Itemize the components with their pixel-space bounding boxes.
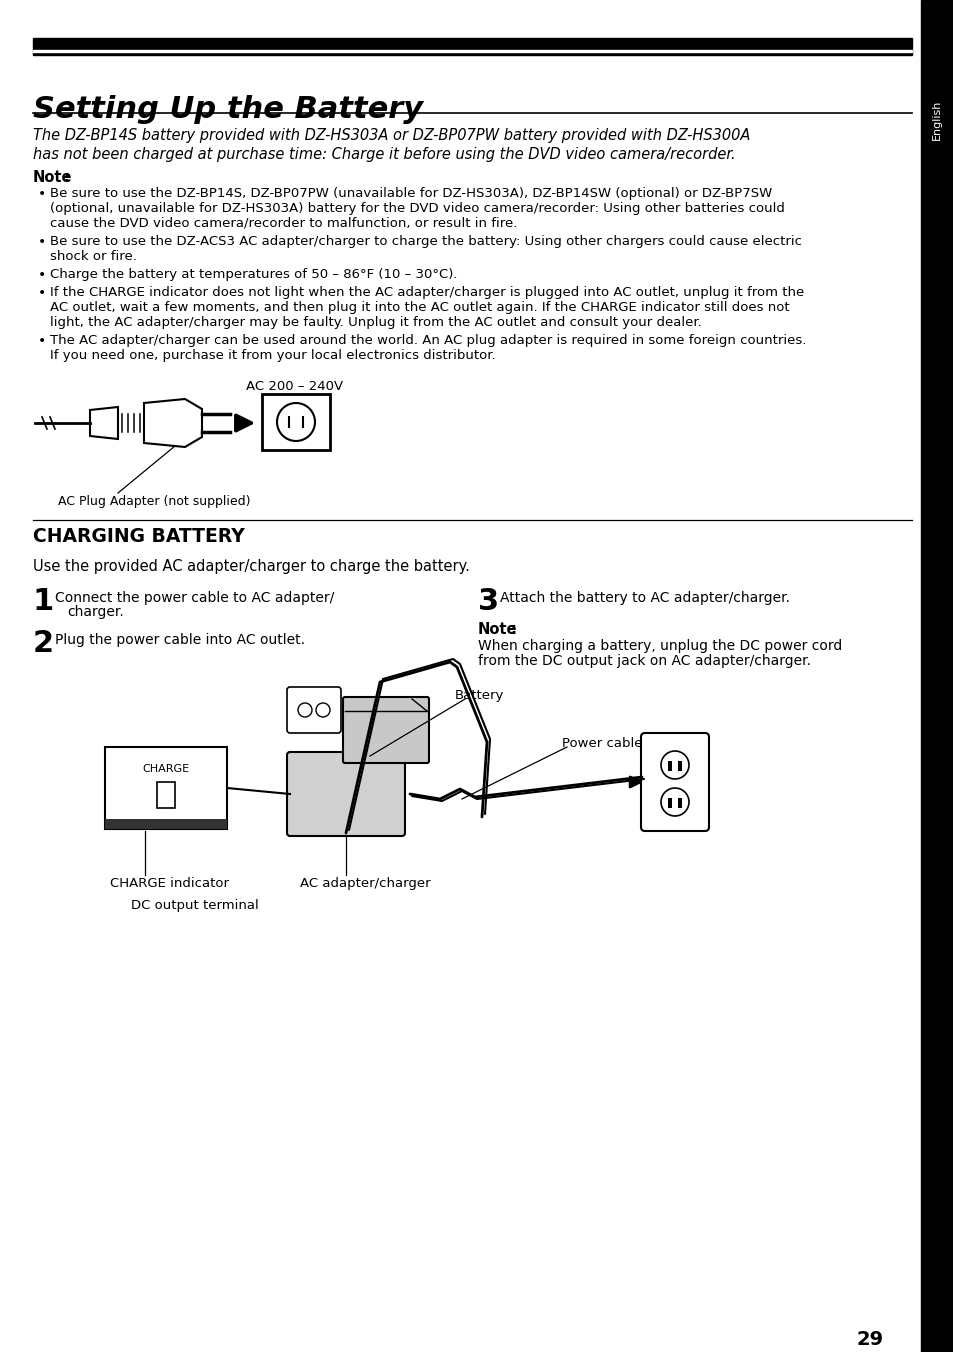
Text: from the DC output jack on AC adapter/charger.: from the DC output jack on AC adapter/ch… — [477, 654, 810, 668]
Text: CHARGING BATTERY: CHARGING BATTERY — [33, 527, 245, 546]
FancyBboxPatch shape — [343, 698, 429, 763]
Text: Use the provided AC adapter/charger to charge the battery.: Use the provided AC adapter/charger to c… — [33, 558, 470, 575]
Text: AC outlet, wait a few moments, and then plug it into the AC outlet again. If the: AC outlet, wait a few moments, and then … — [50, 301, 789, 314]
Bar — [33, 50, 911, 51]
Text: 29: 29 — [856, 1330, 882, 1349]
Text: CHARGE: CHARGE — [142, 764, 190, 773]
Text: Charge the battery at temperatures of 50 – 86°F (10 – 30°C).: Charge the battery at temperatures of 50… — [50, 268, 457, 281]
Text: shock or fire.: shock or fire. — [50, 250, 136, 264]
Text: 3: 3 — [477, 587, 498, 617]
Text: charger.: charger. — [67, 604, 124, 619]
Text: 2: 2 — [33, 629, 54, 658]
Bar — [105, 748, 227, 829]
Text: 1: 1 — [33, 587, 54, 617]
Text: cause the DVD video camera/recorder to malfunction, or result in fire.: cause the DVD video camera/recorder to m… — [50, 218, 517, 230]
Text: •: • — [38, 187, 46, 201]
Bar — [667, 798, 671, 808]
Text: AC adapter/charger: AC adapter/charger — [299, 877, 430, 890]
Text: •: • — [38, 235, 46, 249]
FancyBboxPatch shape — [287, 687, 340, 733]
Text: Attach the battery to AC adapter/charger.: Attach the battery to AC adapter/charger… — [499, 591, 789, 604]
Text: (optional, unavailable for DZ-HS303A) battery for the DVD video camera/recorder:: (optional, unavailable for DZ-HS303A) ba… — [50, 201, 784, 215]
Text: Setting Up the Battery: Setting Up the Battery — [33, 95, 423, 124]
Text: The DZ-BP14S battery provided with DZ-HS303A or DZ-BP07PW battery provided with : The DZ-BP14S battery provided with DZ-HS… — [33, 128, 750, 143]
Text: :: : — [510, 622, 516, 637]
Text: :: : — [63, 170, 69, 185]
Text: •: • — [38, 268, 46, 283]
Bar — [33, 38, 911, 55]
Bar — [157, 781, 174, 808]
Text: If the CHARGE indicator does not light when the AC adapter/charger is plugged in: If the CHARGE indicator does not light w… — [50, 287, 803, 299]
Text: Be sure to use the DZ-ACS3 AC adapter/charger to charge the battery: Using other: Be sure to use the DZ-ACS3 AC adapter/ch… — [50, 235, 801, 247]
Text: •: • — [38, 287, 46, 300]
Text: If you need one, purchase it from your local electronics distributor.: If you need one, purchase it from your l… — [50, 349, 496, 362]
Text: AC 200 – 240V: AC 200 – 240V — [246, 380, 343, 393]
Text: AC Plug Adapter (not supplied): AC Plug Adapter (not supplied) — [58, 495, 251, 508]
Text: Power cable: Power cable — [561, 737, 641, 750]
Text: Connect the power cable to AC adapter/: Connect the power cable to AC adapter/ — [55, 591, 334, 604]
Bar — [105, 819, 227, 829]
Text: Note: Note — [477, 622, 517, 637]
Bar — [678, 761, 681, 771]
FancyBboxPatch shape — [640, 733, 708, 831]
Text: The AC adapter/charger can be used around the world. An AC plug adapter is requi: The AC adapter/charger can be used aroun… — [50, 334, 805, 347]
Text: Battery: Battery — [455, 690, 504, 702]
Text: has not been charged at purchase time: Charge it before using the DVD video came: has not been charged at purchase time: C… — [33, 147, 735, 162]
Text: When charging a battery, unplug the DC power cord: When charging a battery, unplug the DC p… — [477, 639, 841, 653]
Bar — [678, 798, 681, 808]
Text: CHARGE indicator: CHARGE indicator — [110, 877, 229, 890]
Text: Plug the power cable into AC outlet.: Plug the power cable into AC outlet. — [55, 633, 305, 648]
Text: •: • — [38, 334, 46, 347]
Text: Be sure to use the DZ-BP14S, DZ-BP07PW (unavailable for DZ-HS303A), DZ-BP14SW (o: Be sure to use the DZ-BP14S, DZ-BP07PW (… — [50, 187, 771, 200]
Text: DC output terminal: DC output terminal — [131, 899, 258, 913]
FancyBboxPatch shape — [287, 752, 405, 836]
Text: light, the AC adapter/charger may be faulty. Unplug it from the AC outlet and co: light, the AC adapter/charger may be fau… — [50, 316, 701, 329]
Bar — [262, 393, 330, 450]
Bar — [920, 0, 953, 1352]
Text: English: English — [931, 100, 941, 141]
Text: Note: Note — [33, 170, 72, 185]
Bar — [667, 761, 671, 771]
